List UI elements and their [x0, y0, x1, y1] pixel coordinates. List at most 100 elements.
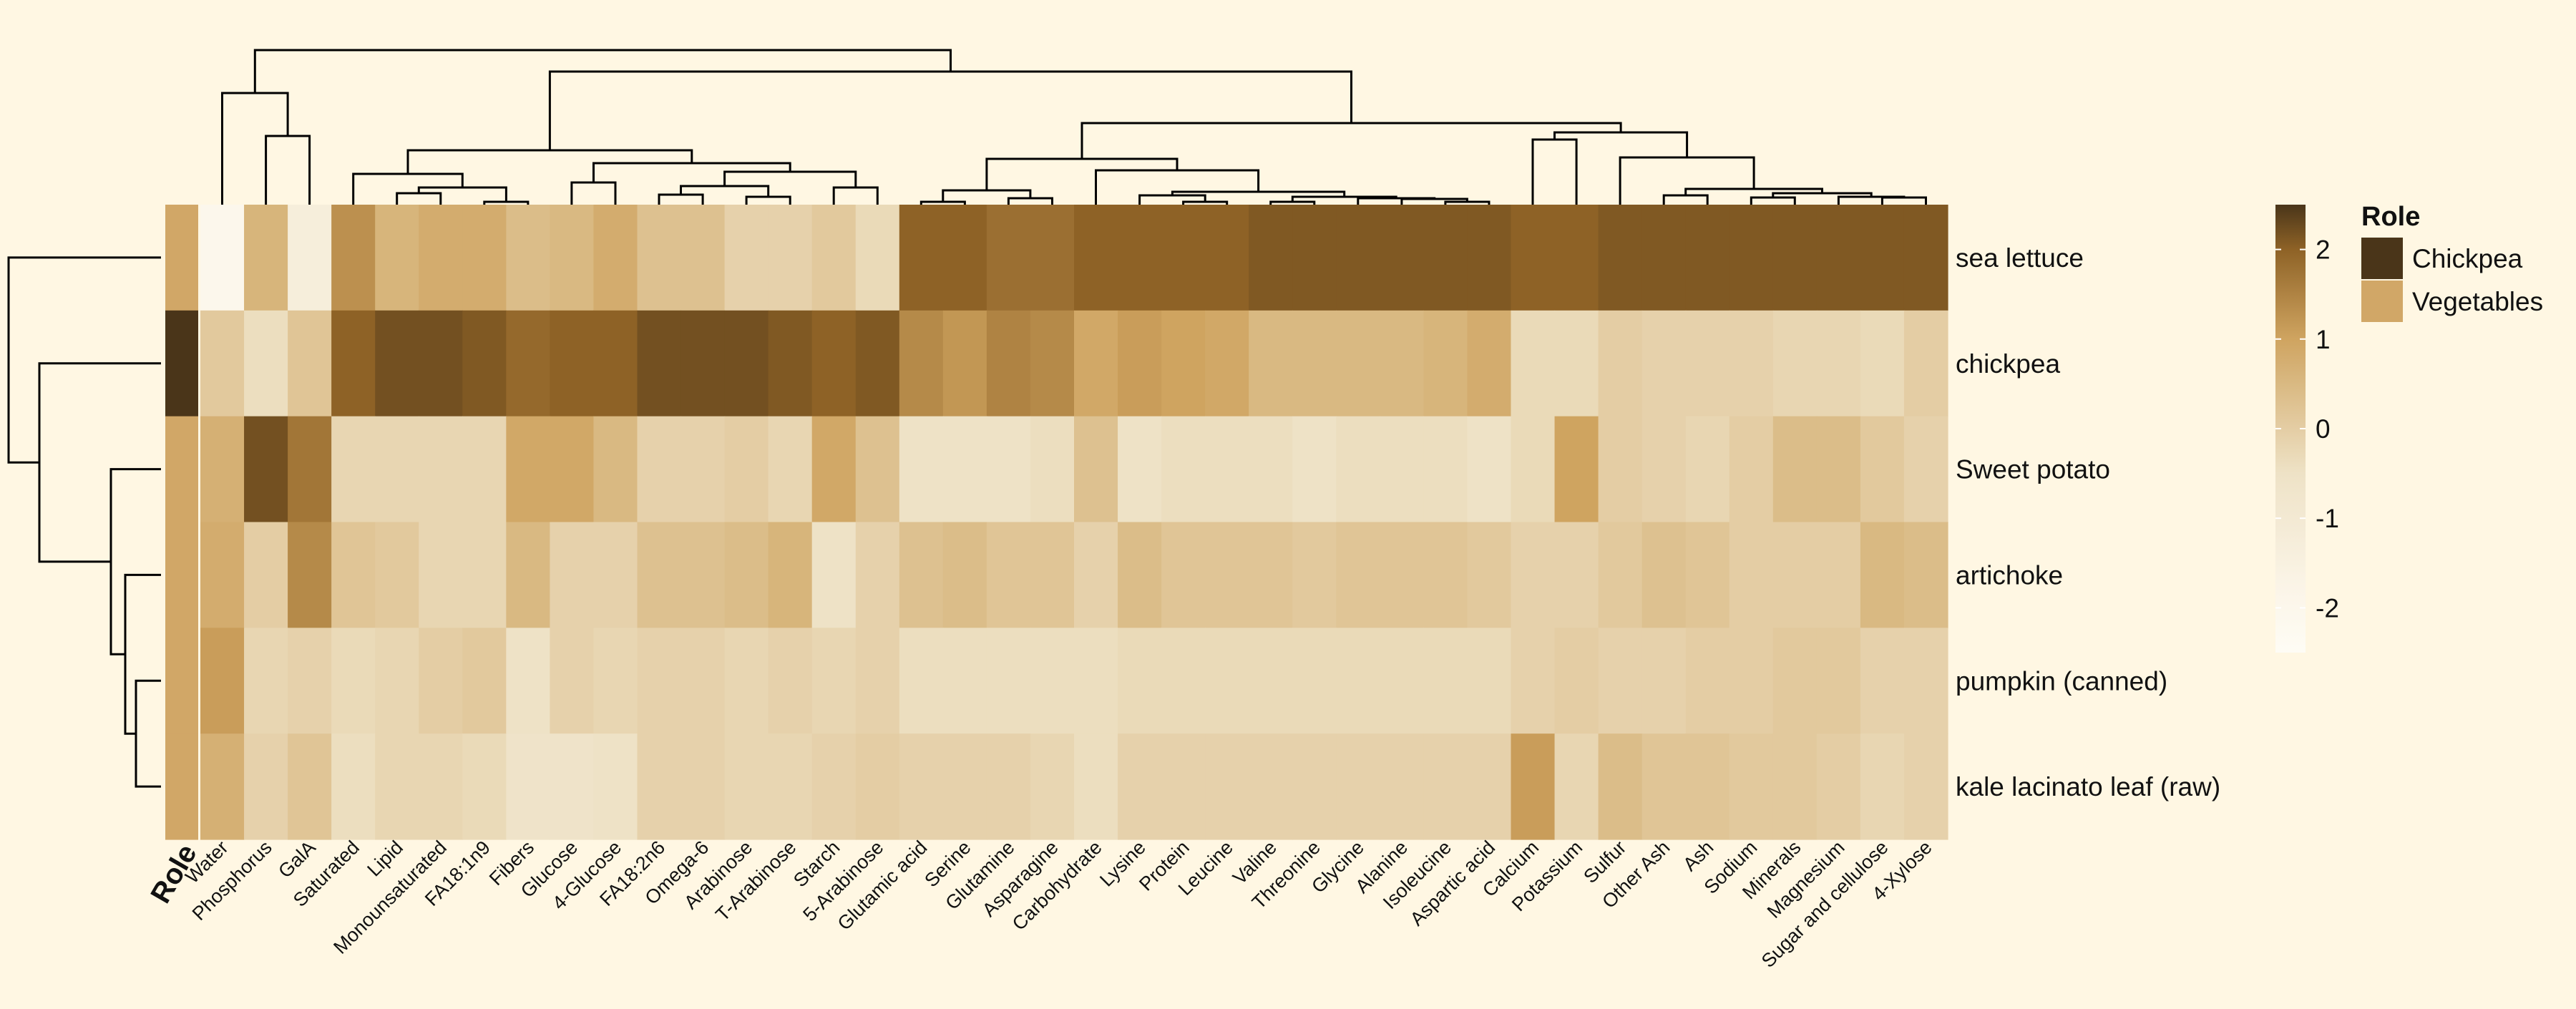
- heatmap-cell: [1249, 628, 1293, 734]
- heatmap-cell: [462, 310, 507, 417]
- heatmap-cell: [1205, 205, 1249, 311]
- column-dendrogram-branch: [253, 49, 952, 93]
- heatmap-cell: [1380, 416, 1424, 523]
- heatmap-cell: [1729, 522, 1774, 628]
- heatmap-cell: [200, 522, 245, 628]
- heatmap-cell: [288, 733, 332, 840]
- heatmap-cell: [855, 522, 900, 628]
- heatmap-cell: [1423, 416, 1468, 523]
- heatmap-cell: [1772, 522, 1818, 628]
- heatmap-cell: [986, 733, 1031, 840]
- heatmap-cell: [1467, 522, 1512, 628]
- heatmap-cell: [506, 310, 550, 417]
- colorbar-tick-label: -2: [2316, 593, 2339, 623]
- heatmap-cell: [724, 416, 769, 523]
- heatmap-cell: [1423, 628, 1468, 734]
- heatmap-cell: [1860, 205, 1905, 311]
- heatmap-cell: [724, 733, 769, 840]
- heatmap-cell: [899, 205, 944, 311]
- heatmap-cell: [550, 416, 595, 523]
- heatmap-cell: [1161, 205, 1206, 311]
- heatmap-cell: [331, 205, 376, 311]
- heatmap-cell: [1641, 416, 1687, 523]
- heatmap-cell: [200, 416, 245, 523]
- heatmap-cell: [1118, 733, 1162, 840]
- heatmap-cell: [768, 628, 813, 734]
- role-legend: Role Chickpea Vegetables: [2361, 202, 2543, 322]
- heatmap-cell: [550, 522, 595, 628]
- heatmap-cell: [637, 416, 682, 523]
- heatmap-cell: [1772, 416, 1818, 523]
- heatmap-cell: [288, 205, 332, 311]
- heatmap-cell: [1380, 628, 1424, 734]
- heatmap-cell: [1903, 733, 1948, 840]
- heatmap-cell: [811, 522, 857, 628]
- heatmap-cell: [1336, 416, 1380, 523]
- heatmap-cell: [244, 416, 288, 523]
- heatmap-cell: [1685, 522, 1730, 628]
- heatmap-cell: [1685, 416, 1730, 523]
- heatmap-cell: [811, 205, 857, 311]
- heatmap-cell: [419, 416, 463, 523]
- heatmap-cell: [1772, 628, 1818, 734]
- heatmap-cell: [1729, 628, 1774, 734]
- heatmap-cell: [419, 733, 463, 840]
- heatmap-cell: [1249, 416, 1293, 523]
- heatmap-cell: [855, 205, 900, 311]
- heatmap-cell: [1511, 205, 1556, 311]
- heatmap-cell: [1860, 733, 1905, 840]
- heatmap-cell: [462, 416, 507, 523]
- heatmap-cell: [1511, 522, 1556, 628]
- heatmap-cell: [331, 733, 376, 840]
- heatmap-cell: [1336, 733, 1380, 840]
- heatmap-cell: [1292, 205, 1337, 311]
- heatmap-cell: [1205, 310, 1249, 417]
- heatmap-cell: [680, 205, 726, 311]
- heatmap-cell: [1467, 733, 1512, 840]
- heatmap-cell: [942, 628, 987, 734]
- heatmap-cell: [331, 416, 376, 523]
- heatmap-cell: [899, 733, 944, 840]
- heatmap-cell: [1467, 205, 1512, 311]
- heatmap-cell: [1467, 628, 1512, 734]
- heatmap-cell: [1380, 522, 1424, 628]
- legend-title: Role: [2361, 202, 2420, 232]
- heatmap-cell: [1860, 628, 1905, 734]
- heatmap-cell: [855, 628, 900, 734]
- heatmap-cell: [1685, 205, 1730, 311]
- heatmap-cell: [1903, 310, 1948, 417]
- heatmap-cell: [1511, 628, 1556, 734]
- heatmap-cell: [550, 733, 595, 840]
- heatmap-cell: [1074, 310, 1118, 417]
- heatmap-cell: [1161, 733, 1206, 840]
- role-annotation-cell: [165, 733, 198, 840]
- heatmap-cell: [1816, 205, 1861, 311]
- row-label: Sweet potato: [1956, 455, 2110, 484]
- heatmap-cell: [1380, 205, 1424, 311]
- row-label: artichoke: [1956, 560, 2063, 590]
- heatmap-cell: [942, 522, 987, 628]
- heatmap-cell: [593, 416, 638, 523]
- heatmap-cell: [1205, 628, 1249, 734]
- column-dendrogram: [221, 49, 1927, 205]
- legend-label: Vegetables: [2412, 287, 2543, 316]
- heatmap-cell: [724, 628, 769, 734]
- heatmap-cell: [1729, 205, 1774, 311]
- colorbar-tick-label: 1: [2316, 325, 2331, 354]
- heatmap-cell: [506, 416, 550, 523]
- heatmap-cell: [288, 416, 332, 523]
- heatmap-cell: [1554, 416, 1599, 523]
- role-annotation-cell: [165, 628, 198, 734]
- heatmap-cell: [1336, 628, 1380, 734]
- colorbar-tick-label: -1: [2316, 504, 2339, 533]
- heatmap-cell: [1336, 310, 1380, 417]
- role-annotation-cell: [165, 416, 198, 523]
- role-annotation-cell: [165, 522, 198, 628]
- role-annotation-cell: [165, 310, 198, 417]
- heatmap-cell: [1860, 310, 1905, 417]
- heatmap-cell: [1772, 310, 1818, 417]
- heatmap-cell: [506, 628, 550, 734]
- heatmap-cell: [1511, 416, 1556, 523]
- heatmap-cell: [1118, 310, 1162, 417]
